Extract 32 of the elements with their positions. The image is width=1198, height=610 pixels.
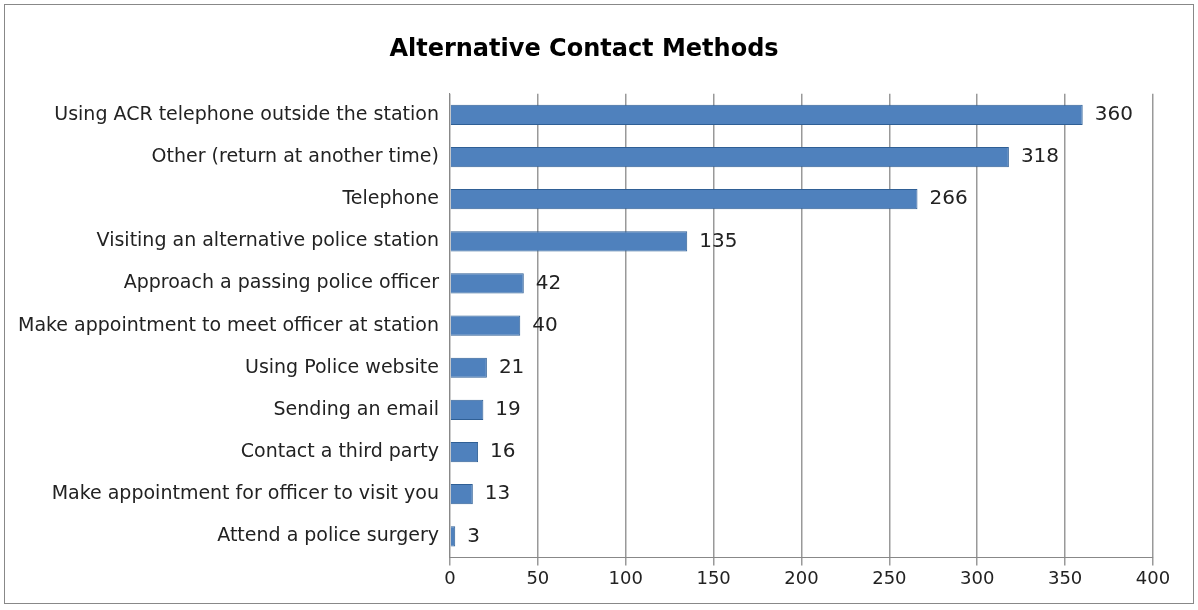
data-label: 21 bbox=[498, 353, 525, 378]
chart-title: Alternative Contact Methods bbox=[389, 33, 779, 62]
y-tick-label: Approach a passing police officer bbox=[123, 270, 440, 293]
data-label: 266 bbox=[929, 185, 968, 210]
x-tick-label: 400 bbox=[1135, 566, 1171, 588]
data-label: 360 bbox=[1094, 101, 1133, 126]
y-tick-label: Using ACR telephone outside the station bbox=[54, 101, 439, 124]
y-tick-label: Attend a police surgery bbox=[217, 523, 439, 546]
y-tick-label: Other (return at another time) bbox=[151, 143, 439, 166]
data-label: 3 bbox=[467, 522, 480, 547]
x-tick-label: 200 bbox=[784, 566, 819, 588]
x-tick-label: 50 bbox=[526, 566, 550, 588]
x-tick-label: 0 bbox=[444, 566, 456, 588]
x-tick-label: 100 bbox=[608, 566, 643, 588]
y-tick-label: Contact a third party bbox=[240, 438, 439, 461]
data-label: 16 bbox=[490, 438, 516, 463]
y-tick-label: Telephone bbox=[341, 186, 439, 209]
y-tick-label: Sending an email bbox=[273, 396, 439, 419]
x-tick-label: 250 bbox=[872, 566, 907, 588]
x-tick-label: 300 bbox=[960, 566, 995, 588]
data-label: 135 bbox=[699, 227, 738, 252]
data-label: 42 bbox=[535, 269, 562, 294]
x-tick-label: 150 bbox=[696, 566, 731, 588]
data-label: 19 bbox=[495, 396, 521, 421]
x-tick-label: 350 bbox=[1047, 566, 1083, 588]
y-tick-label: Visiting an alternative police station bbox=[96, 228, 439, 251]
y-tick-label: Make appointment to meet officer at station bbox=[18, 312, 439, 335]
data-label: 13 bbox=[484, 480, 511, 505]
data-label: 318 bbox=[1020, 143, 1060, 168]
y-tick-label: Make appointment for officer to visit you bbox=[51, 481, 439, 504]
y-tick-label: Using Police website bbox=[244, 354, 439, 377]
data-label: 40 bbox=[532, 311, 558, 336]
